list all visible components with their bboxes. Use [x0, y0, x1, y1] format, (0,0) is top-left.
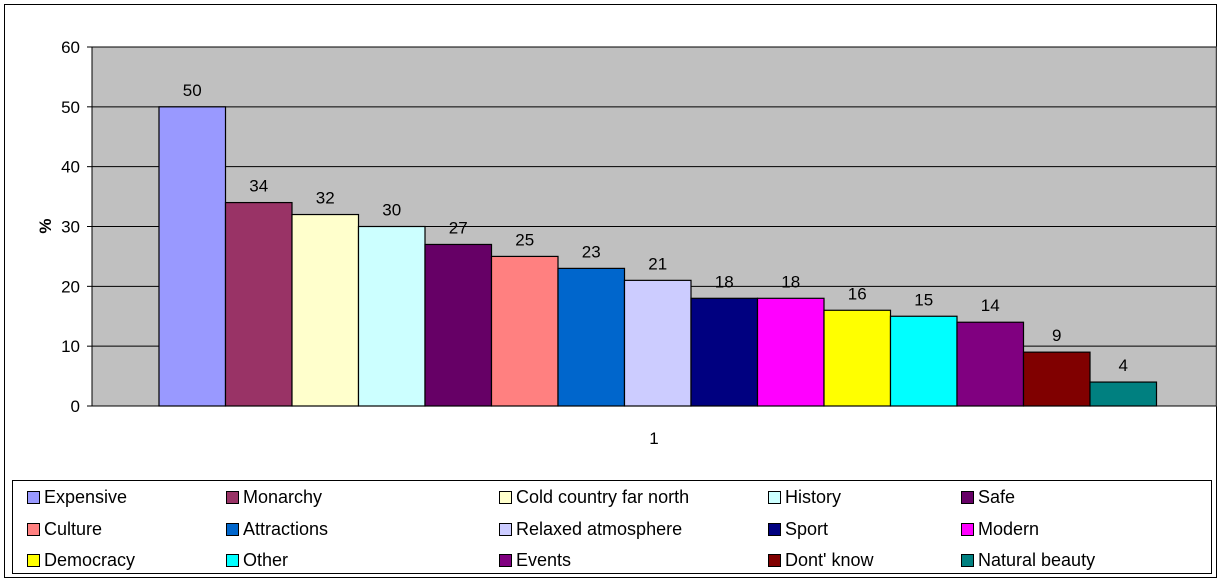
legend-item: Monarchy: [226, 484, 322, 510]
data-label: 27: [449, 218, 468, 237]
legend-label: Events: [516, 549, 572, 570]
data-label: 9: [1052, 326, 1061, 345]
legend-swatch: [27, 490, 40, 504]
legend-item: Natural beauty: [961, 547, 1095, 573]
legend-label: Relaxed atmosphere: [516, 518, 683, 539]
legend-item: Attractions: [226, 516, 328, 542]
bar: [889, 315, 958, 407]
y-tick-label: 20: [61, 277, 80, 296]
legend-label: Other: [243, 549, 289, 570]
legend-item: Dont' know: [768, 547, 873, 573]
legend-label: Expensive: [44, 486, 128, 507]
y-tick-label: 60: [61, 38, 80, 57]
legend-item: Culture: [27, 516, 102, 542]
legend-label: Cold country far north: [516, 486, 690, 507]
legend-swatch: [768, 522, 781, 536]
legend-label: Natural beauty: [978, 549, 1096, 570]
data-label: 15: [914, 290, 933, 309]
legend-item: Modern: [961, 516, 1039, 542]
data-label: 18: [715, 272, 734, 291]
data-label: 14: [981, 296, 1000, 315]
data-label: 25: [515, 230, 534, 249]
y-tick-label: 10: [61, 337, 80, 356]
bar: [823, 309, 892, 407]
legend-item: Events: [499, 547, 571, 573]
bar: [557, 267, 626, 407]
bar: [756, 297, 825, 407]
bar: [424, 243, 493, 407]
legend-label: Culture: [44, 518, 103, 539]
legend-swatch: [27, 522, 40, 536]
data-label: 30: [382, 201, 401, 220]
legend-item: Other: [226, 547, 288, 573]
bar: [291, 213, 360, 407]
data-label: 34: [249, 177, 268, 196]
legend-item: History: [768, 484, 841, 510]
data-label: 32: [316, 189, 335, 208]
bar: [956, 321, 1025, 407]
legend-label: Safe: [978, 486, 1016, 507]
bar: [623, 279, 692, 407]
legend-item: Relaxed atmosphere: [499, 516, 682, 542]
bar: [357, 225, 426, 407]
data-label: 4: [1119, 356, 1128, 375]
legend-swatch: [961, 490, 974, 504]
legend-swatch: [768, 490, 781, 504]
legend-label: Dont' know: [785, 549, 874, 570]
legend-swatch: [27, 553, 40, 567]
legend-swatch: [961, 522, 974, 536]
legend-item: Safe: [961, 484, 1015, 510]
legend-swatch: [768, 553, 781, 567]
bar: [158, 106, 227, 407]
bar: [224, 201, 293, 407]
x-tick-label: 1: [649, 429, 658, 448]
bars: [158, 106, 1158, 407]
y-tick-label: 50: [61, 98, 80, 117]
legend-swatch: [961, 553, 974, 567]
legend: Expensive Monarchy Cold country far north H…: [12, 480, 1212, 574]
legend-label: Attractions: [243, 518, 329, 539]
legend-swatch: [226, 522, 239, 536]
bar: [1089, 381, 1158, 407]
data-label: 21: [648, 254, 667, 273]
legend-label: Monarchy: [243, 486, 323, 507]
y-axis-label: %: [36, 218, 55, 233]
legend-swatch: [499, 490, 512, 504]
bar: [1022, 351, 1091, 407]
bar-chart: 50 34 32 30 27 25 23 21 18 18 16 15 14 9 4 0 10 20 30 40 50…: [36, 38, 1217, 448]
legend-label: Democracy: [44, 549, 136, 570]
legend-item: Expensive: [27, 484, 127, 510]
legend-swatch: [226, 553, 239, 567]
y-tick-label: 0: [71, 397, 80, 416]
legend-label: Sport: [785, 518, 829, 539]
data-label: 18: [781, 272, 800, 291]
legend-item: Cold country far north: [499, 484, 689, 510]
y-tick-label: 40: [61, 158, 80, 177]
legend-swatch: [499, 553, 512, 567]
bar: [490, 255, 559, 407]
data-label: 23: [582, 242, 601, 261]
y-tick-label: 30: [61, 218, 80, 237]
y-axis: 0 10 20 30 40 50 60: [61, 38, 92, 416]
legend-label: History: [785, 486, 842, 507]
data-label: 50: [183, 81, 202, 100]
legend-swatch: [226, 490, 239, 504]
legend-swatch: [499, 522, 512, 536]
legend-item: Sport: [768, 516, 828, 542]
bar: [690, 297, 759, 407]
data-label: 16: [848, 284, 867, 303]
data-labels: 50 34 32 30 27 25 23 21 18 18 16 15 14 9 4: [183, 81, 1128, 375]
legend-label: Modern: [978, 518, 1040, 539]
legend-item: Democracy: [27, 547, 135, 573]
